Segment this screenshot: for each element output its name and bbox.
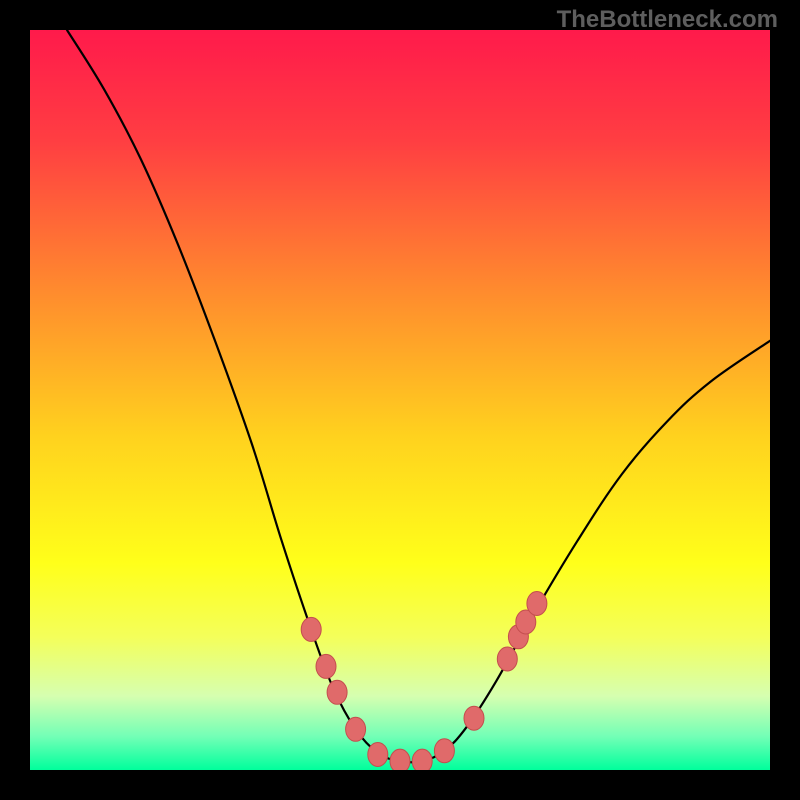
- plot-area: [30, 30, 770, 770]
- watermark-text: TheBottleneck.com: [557, 6, 778, 34]
- gradient-background: [30, 30, 770, 770]
- chart-root: TheBottleneck.com: [0, 0, 800, 800]
